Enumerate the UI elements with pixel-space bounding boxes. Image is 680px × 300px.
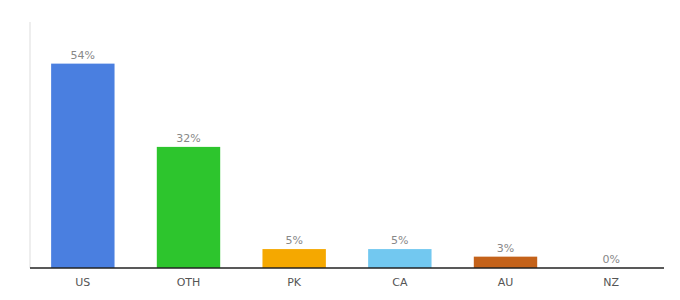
chart: 54% 32% 5% 5% 3% 0% US OTH PK CA AU NZ <box>0 0 680 300</box>
labels: 54% 32% 5% 5% 3% 0% <box>71 49 620 266</box>
data-label: 3% <box>497 242 514 255</box>
data-label: 54% <box>71 49 95 62</box>
data-label: 0% <box>602 253 619 266</box>
bars <box>51 64 537 268</box>
bar <box>51 64 114 268</box>
x-tick-label: PK <box>287 276 302 289</box>
data-label: 5% <box>391 234 408 247</box>
x-tick-label: OTH <box>177 276 201 289</box>
background <box>0 0 680 300</box>
bar <box>474 257 537 268</box>
data-label: 5% <box>285 234 302 247</box>
bar <box>262 249 325 268</box>
x-tick-label: NZ <box>603 276 619 289</box>
y-axis-line <box>30 22 31 268</box>
data-label: 32% <box>176 132 200 145</box>
x-tick-label: US <box>75 276 90 289</box>
bar <box>368 249 431 268</box>
x-axis-line <box>30 267 664 269</box>
bar <box>157 147 220 268</box>
x-ticks: US OTH PK CA AU NZ <box>75 276 619 289</box>
x-tick-label: AU <box>498 276 514 289</box>
chart-container: 54% 32% 5% 5% 3% 0% US OTH PK CA AU NZ <box>0 0 680 300</box>
x-tick-label: CA <box>392 276 408 289</box>
